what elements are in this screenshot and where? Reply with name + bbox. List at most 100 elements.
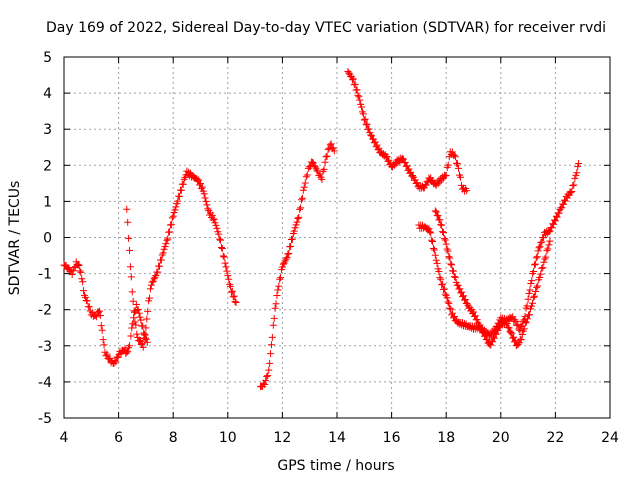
- data-point: [306, 162, 314, 170]
- data-point: [140, 329, 148, 337]
- data-point: [308, 158, 316, 166]
- data-point: [447, 260, 455, 268]
- data-point: [128, 288, 136, 296]
- x-tick-label: 18: [437, 430, 455, 446]
- data-point: [200, 190, 208, 198]
- data-point: [197, 180, 204, 188]
- data-point: [151, 273, 159, 281]
- data-point: [266, 359, 274, 367]
- data-point: [267, 350, 275, 358]
- data-point: [204, 205, 212, 213]
- data-point: [172, 203, 180, 211]
- data-point: [403, 162, 411, 170]
- data-point: [345, 69, 353, 77]
- data-point: [428, 236, 436, 244]
- data-point: [271, 304, 279, 312]
- data-point: [546, 227, 554, 235]
- data-point: [490, 334, 498, 342]
- data-point: [232, 298, 240, 306]
- y-tick-label: -3: [38, 339, 52, 355]
- data-point: [461, 296, 469, 304]
- data-point: [329, 144, 337, 152]
- x-tick-label: 16: [383, 430, 401, 446]
- data-point: [78, 275, 86, 283]
- data-point: [185, 168, 193, 176]
- series-seg4: [257, 140, 338, 391]
- x-tick-label: 14: [328, 430, 346, 446]
- data-point: [429, 245, 437, 253]
- data-point: [277, 274, 285, 282]
- data-point: [536, 243, 544, 251]
- data-point: [299, 186, 307, 194]
- data-point: [146, 294, 154, 302]
- data-point: [361, 115, 369, 123]
- data-point: [324, 145, 332, 153]
- data-point: [530, 261, 538, 269]
- data-point: [268, 333, 276, 341]
- data-point: [536, 274, 544, 282]
- data-point: [201, 194, 209, 202]
- data-point: [471, 312, 479, 320]
- data-point: [530, 268, 538, 276]
- data-point: [321, 158, 329, 166]
- data-point: [452, 159, 460, 167]
- data-point: [506, 313, 514, 321]
- data-point: [85, 303, 93, 311]
- data-point: [458, 288, 466, 296]
- data-point: [291, 224, 299, 232]
- data-point: [573, 169, 581, 177]
- y-axis-label: SDTVAR / TECUs: [7, 181, 23, 296]
- data-point: [548, 224, 556, 232]
- data-point: [141, 334, 149, 342]
- data-point: [80, 287, 88, 295]
- data-point: [432, 208, 440, 216]
- data-point: [230, 292, 238, 300]
- data-point: [356, 96, 364, 104]
- data-point: [330, 147, 338, 155]
- data-point: [137, 340, 145, 348]
- data-point: [318, 175, 326, 183]
- data-point: [323, 152, 331, 160]
- data-point: [354, 91, 362, 99]
- data-point: [431, 251, 439, 259]
- data-point: [566, 188, 574, 196]
- data-point: [261, 380, 269, 388]
- data-point: [433, 259, 441, 267]
- data-point: [359, 110, 367, 118]
- data-point: [161, 243, 169, 251]
- data-point: [293, 218, 301, 226]
- data-point: [535, 244, 543, 252]
- data-point: [124, 218, 132, 226]
- data-point: [92, 313, 100, 321]
- data-point: [310, 162, 318, 170]
- data-point: [167, 221, 175, 229]
- data-point: [198, 183, 206, 191]
- data-point: [83, 297, 91, 305]
- data-point: [516, 326, 524, 334]
- data-point: [127, 332, 135, 340]
- data-point: [322, 153, 330, 161]
- data-point: [440, 285, 448, 293]
- data-point: [221, 259, 229, 267]
- data-point: [540, 258, 548, 266]
- data-point: [473, 316, 481, 324]
- data-point: [425, 225, 433, 233]
- data-point: [567, 189, 575, 197]
- data-point: [298, 196, 306, 204]
- data-point: [446, 254, 454, 262]
- data-point: [401, 158, 409, 166]
- data-point: [348, 76, 356, 84]
- data-point: [154, 268, 162, 276]
- data-point: [112, 358, 120, 366]
- data-point: [129, 297, 137, 305]
- data-point: [538, 238, 546, 246]
- data-point: [368, 132, 376, 140]
- data-point: [516, 335, 524, 343]
- data-point: [463, 299, 471, 307]
- data-point: [180, 175, 188, 183]
- data-point: [97, 322, 105, 330]
- data-point: [125, 234, 133, 242]
- data-point: [375, 144, 383, 152]
- data-point: [123, 348, 131, 356]
- data-point: [298, 194, 306, 202]
